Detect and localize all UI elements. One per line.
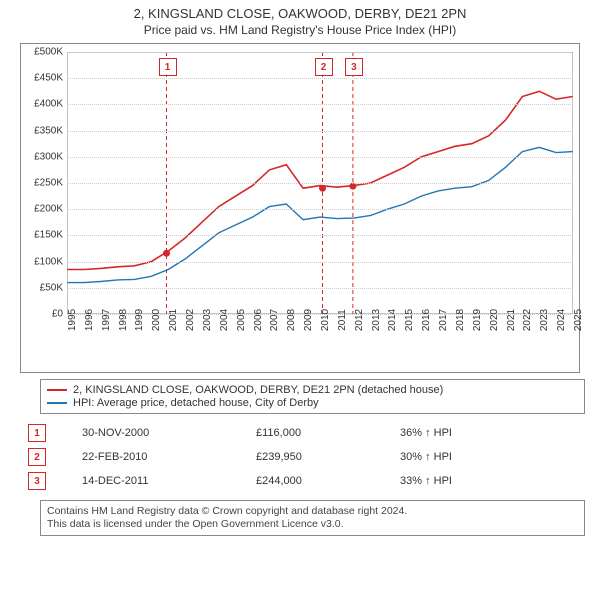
sale-marker-1: 1 [159, 58, 177, 76]
x-axis-label: 2025 [573, 309, 600, 331]
y-axis-label: £100K [21, 256, 67, 267]
chart-title-line1: 2, KINGSLAND CLOSE, OAKWOOD, DERBY, DE21… [0, 6, 600, 21]
footer-line2: This data is licensed under the Open Gov… [47, 518, 578, 531]
gridline [67, 131, 571, 132]
price-chart: £0 £50K £100K £150K £200K £250K £300K £350K £400… [20, 43, 580, 373]
gridline [67, 157, 571, 158]
sale-date: 22-FEB-2010 [76, 446, 248, 468]
y-axis-label: £200K [21, 204, 67, 215]
gridline [67, 235, 571, 236]
legend-swatch-1 [47, 389, 67, 391]
sale-marker-3: 3 [345, 58, 363, 76]
series-line [67, 91, 573, 269]
sale-index-box: 1 [28, 424, 46, 442]
y-axis-label: £50K [21, 282, 67, 293]
legend-row-series1: 2, KINGSLAND CLOSE, OAKWOOD, DERBY, DE21… [47, 384, 578, 396]
gridline [67, 288, 571, 289]
sale-date: 14-DEC-2011 [76, 470, 248, 492]
sale-index-box: 3 [28, 472, 46, 490]
sales-table: 1 30-NOV-2000£116,00036% ↑ HPI 2 22-FEB-201… [20, 420, 580, 494]
legend-label-2: HPI: Average price, detached house, City… [73, 397, 319, 409]
sale-delta: 30% ↑ HPI [394, 446, 578, 468]
legend: 2, KINGSLAND CLOSE, OAKWOOD, DERBY, DE21… [40, 379, 585, 414]
sale-price: £239,950 [250, 446, 392, 468]
table-row: 3 14-DEC-2011£244,00033% ↑ HPI [22, 470, 578, 492]
table-row: 1 30-NOV-2000£116,00036% ↑ HPI [22, 422, 578, 444]
legend-label-1: 2, KINGSLAND CLOSE, OAKWOOD, DERBY, DE21… [73, 384, 443, 396]
gridline [67, 52, 571, 53]
y-axis-label: £150K [21, 230, 67, 241]
sale-index-box: 2 [28, 448, 46, 466]
legend-row-series2: HPI: Average price, detached house, City… [47, 397, 578, 409]
gridline [67, 78, 571, 79]
legend-swatch-2 [47, 402, 67, 404]
sale-delta: 33% ↑ HPI [394, 470, 578, 492]
gridline [67, 209, 571, 210]
y-axis-label: £450K [21, 73, 67, 84]
y-axis-label: £300K [21, 151, 67, 162]
gridline [67, 262, 571, 263]
y-axis-label: £400K [21, 99, 67, 110]
sale-marker-2: 2 [315, 58, 333, 76]
footer: Contains HM Land Registry data © Crown c… [40, 500, 585, 536]
y-axis-label: £0 [21, 309, 67, 320]
sale-price: £116,000 [250, 422, 392, 444]
gridline [67, 183, 571, 184]
gridline [67, 104, 571, 105]
table-row: 2 22-FEB-2010£239,95030% ↑ HPI [22, 446, 578, 468]
y-axis-label: £350K [21, 125, 67, 136]
sale-delta: 36% ↑ HPI [394, 422, 578, 444]
y-axis-label: £250K [21, 178, 67, 189]
chart-title-line2: Price paid vs. HM Land Registry's House … [0, 23, 600, 37]
sale-price: £244,000 [250, 470, 392, 492]
y-axis-label: £500K [21, 47, 67, 58]
sale-date: 30-NOV-2000 [76, 422, 248, 444]
footer-line1: Contains HM Land Registry data © Crown c… [47, 505, 578, 518]
